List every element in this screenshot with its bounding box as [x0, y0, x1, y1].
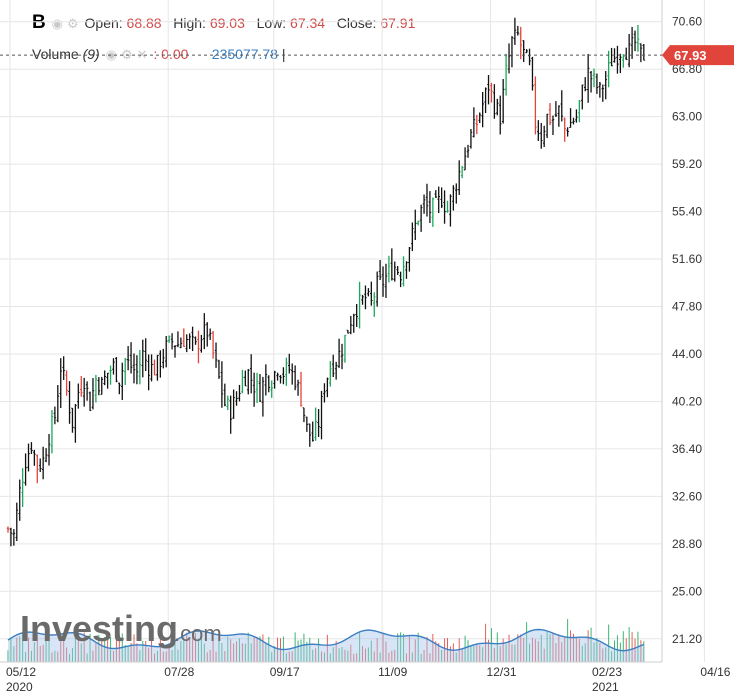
y-tick-label: 55.40 [672, 205, 702, 219]
symbol: B [32, 12, 46, 33]
y-tick-label: 40.20 [672, 394, 702, 408]
y-tick-label: 51.60 [672, 252, 702, 266]
price-bars [6, 17, 646, 547]
volume-header: Volume (9) ◉ ⚙ ✕ : 0.00 235077.78 | [32, 45, 286, 64]
close-value: 67.91 [380, 15, 416, 31]
volume-period: (9) [82, 46, 100, 62]
brand-suffix: .com [174, 621, 222, 646]
chart-header: B ◉ ⚙ Open: 68.88 High: 69.03 Low: 67.34 … [32, 12, 416, 33]
y-tick-label: 59.20 [672, 157, 702, 171]
gear-icon[interactable]: ⚙ [120, 47, 133, 62]
y-tick-label: 66.80 [672, 62, 702, 76]
eye-icon[interactable]: ◉ [51, 16, 63, 31]
low-value: 67.34 [290, 15, 326, 31]
volume-pane [7, 619, 645, 662]
y-tick-label: 44.00 [672, 347, 702, 361]
close-icon[interactable]: ✕ [136, 47, 148, 62]
y-tick-label: 70.60 [672, 15, 702, 29]
last-price-label: 67.93 [674, 48, 707, 63]
volume-ma-line [7, 628, 645, 652]
open-label: Open: [84, 15, 123, 31]
x-tick-label: 11/09 [378, 665, 407, 679]
x-tick-label: 02/23 [592, 665, 622, 679]
high-label: High: [173, 15, 206, 31]
y-tick-label: 47.80 [672, 300, 702, 314]
y-tick-label: 36.40 [672, 442, 702, 456]
close-label: Close: [336, 15, 377, 31]
x-tick-label: 05/12 [6, 665, 36, 679]
last-price-badge: 67.93 [0, 45, 734, 66]
volume-value: : 0.00 [153, 46, 189, 62]
brand-text: Investing [20, 608, 178, 649]
low-label: Low: [256, 15, 287, 31]
eye-icon[interactable]: ◉ [105, 47, 117, 62]
x-tick-year: 2021 [592, 680, 619, 694]
y-tick-label: 63.00 [672, 110, 702, 124]
grid [0, 0, 705, 662]
x-tick-label: 04/16 [700, 665, 730, 679]
x-tick-label: 07/28 [164, 665, 194, 679]
y-tick-label: 32.60 [672, 489, 702, 503]
x-tick-year: 2020 [6, 680, 33, 694]
volume-ma-value: 235077.78 [211, 46, 278, 62]
volume-cursor: | [281, 46, 286, 62]
volume-label: Volume [32, 46, 79, 62]
investing-logo: Investing .com [20, 608, 222, 649]
x-tick-label: 09/17 [270, 665, 300, 679]
gear-icon[interactable]: ⚙ [66, 16, 79, 31]
y-tick-label: 28.80 [672, 537, 702, 551]
last-price-box [662, 45, 734, 66]
x-tick-label: 12/31 [487, 665, 517, 679]
y-tick-label: 25.00 [672, 584, 702, 598]
y-tick-label: 21.20 [672, 632, 702, 646]
open-value: 68.88 [126, 15, 162, 31]
high-value: 69.03 [209, 15, 245, 31]
